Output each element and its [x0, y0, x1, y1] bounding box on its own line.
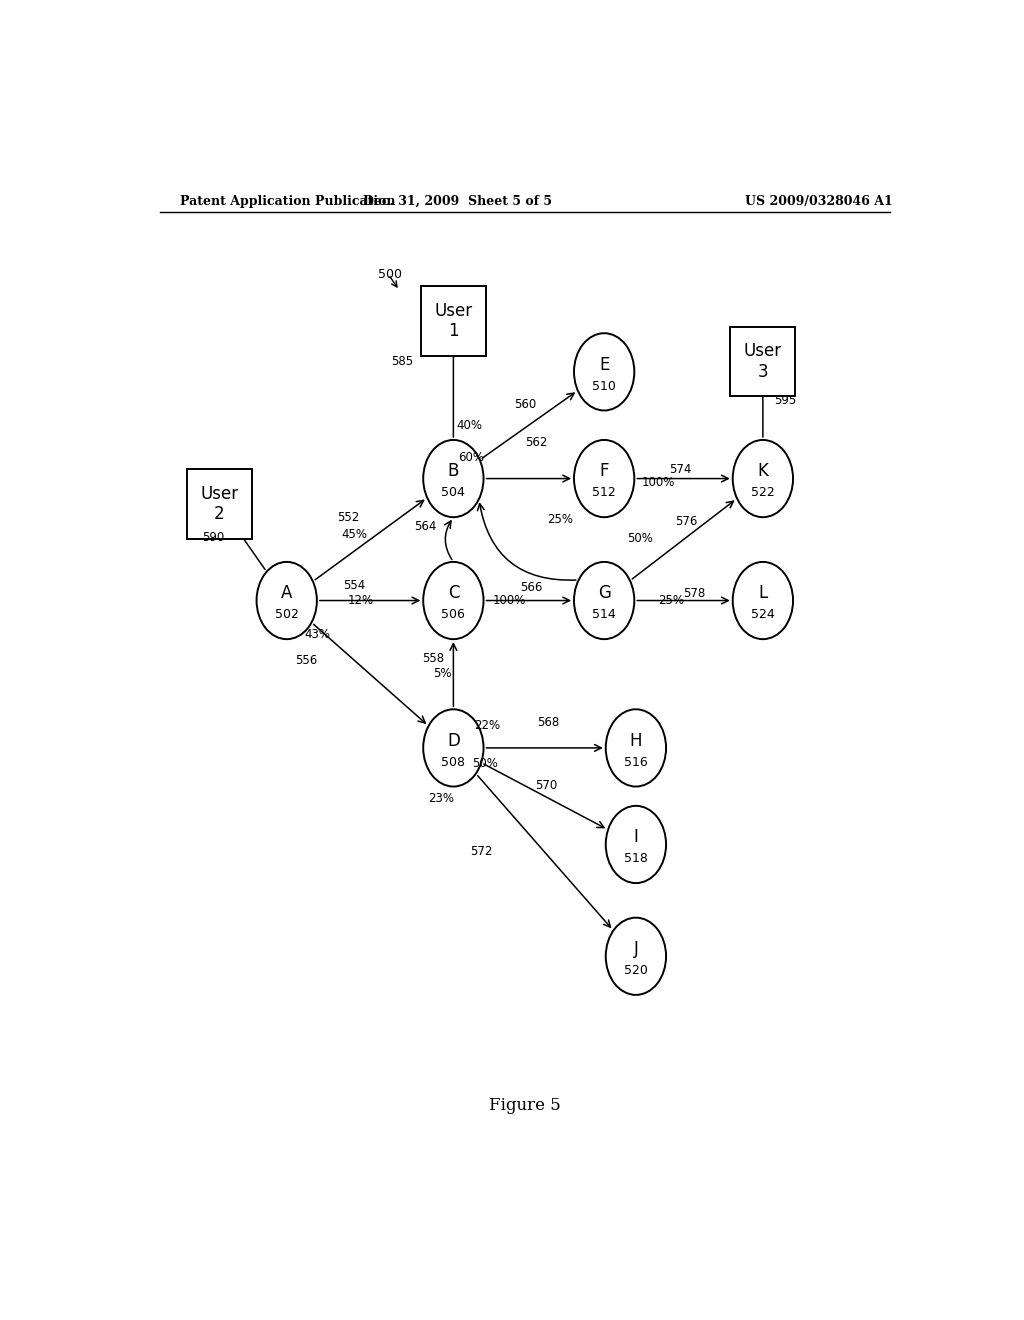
Circle shape — [574, 333, 634, 411]
Text: 60%: 60% — [458, 450, 483, 463]
Text: 100%: 100% — [493, 594, 525, 607]
Text: 552: 552 — [338, 511, 359, 524]
Text: F: F — [599, 462, 609, 480]
Text: J: J — [634, 940, 638, 958]
Text: C: C — [447, 585, 459, 602]
Text: 43%: 43% — [304, 627, 330, 640]
Text: A: A — [281, 585, 293, 602]
Text: 554: 554 — [343, 578, 366, 591]
Text: 508: 508 — [441, 755, 465, 768]
Text: 510: 510 — [592, 380, 616, 392]
Text: 518: 518 — [624, 853, 648, 865]
Text: L: L — [758, 585, 768, 602]
Text: H: H — [630, 731, 642, 750]
Text: 40%: 40% — [457, 420, 482, 432]
Text: 568: 568 — [538, 715, 560, 729]
Circle shape — [574, 440, 634, 517]
Text: Figure 5: Figure 5 — [488, 1097, 561, 1114]
Circle shape — [423, 440, 483, 517]
Text: 506: 506 — [441, 609, 465, 622]
Text: 504: 504 — [441, 486, 465, 499]
Text: I: I — [634, 829, 638, 846]
Text: E: E — [599, 355, 609, 374]
Text: D: D — [446, 731, 460, 750]
Circle shape — [606, 805, 666, 883]
Text: 566: 566 — [520, 581, 543, 594]
Text: 570: 570 — [536, 779, 557, 792]
Text: Patent Application Publication: Patent Application Publication — [179, 194, 395, 207]
Text: User
1: User 1 — [434, 302, 472, 341]
Circle shape — [606, 917, 666, 995]
Text: 23%: 23% — [428, 792, 454, 805]
Text: 500: 500 — [378, 268, 402, 281]
Text: 100%: 100% — [641, 477, 675, 490]
Text: 574: 574 — [669, 463, 691, 477]
Text: Dec. 31, 2009  Sheet 5 of 5: Dec. 31, 2009 Sheet 5 of 5 — [362, 194, 552, 207]
Circle shape — [423, 709, 483, 787]
Circle shape — [733, 440, 793, 517]
Text: 12%: 12% — [347, 594, 374, 607]
Text: 512: 512 — [592, 486, 616, 499]
Text: 514: 514 — [592, 609, 616, 622]
Text: 585: 585 — [391, 355, 413, 368]
Text: 45%: 45% — [341, 528, 368, 541]
Text: 578: 578 — [683, 587, 705, 599]
Circle shape — [606, 709, 666, 787]
Text: 524: 524 — [751, 609, 775, 622]
Text: 50%: 50% — [627, 532, 653, 545]
FancyBboxPatch shape — [730, 327, 796, 396]
Text: 522: 522 — [751, 486, 775, 499]
Text: B: B — [447, 462, 459, 480]
Text: 556: 556 — [296, 653, 317, 667]
Text: 50%: 50% — [472, 756, 498, 770]
Text: 5%: 5% — [433, 667, 452, 680]
Text: 590: 590 — [203, 531, 225, 544]
Text: K: K — [758, 462, 768, 480]
Text: US 2009/0328046 A1: US 2009/0328046 A1 — [744, 194, 892, 207]
Text: 558: 558 — [423, 652, 444, 665]
Text: User
2: User 2 — [201, 484, 239, 523]
Text: User
3: User 3 — [743, 342, 782, 381]
Text: 516: 516 — [624, 755, 648, 768]
Circle shape — [423, 562, 483, 639]
Circle shape — [733, 562, 793, 639]
Text: 25%: 25% — [658, 594, 685, 607]
Text: 520: 520 — [624, 964, 648, 977]
Text: 562: 562 — [524, 437, 547, 450]
Text: 560: 560 — [514, 397, 536, 411]
Text: 595: 595 — [774, 393, 797, 407]
FancyBboxPatch shape — [186, 470, 252, 539]
Circle shape — [574, 562, 634, 639]
Text: 564: 564 — [415, 520, 437, 533]
Text: 22%: 22% — [474, 719, 500, 733]
Text: 25%: 25% — [548, 512, 573, 525]
Circle shape — [257, 562, 316, 639]
Text: 576: 576 — [676, 515, 698, 528]
FancyBboxPatch shape — [421, 286, 486, 355]
Text: 502: 502 — [274, 609, 299, 622]
Text: 572: 572 — [470, 845, 493, 858]
Text: G: G — [598, 585, 610, 602]
